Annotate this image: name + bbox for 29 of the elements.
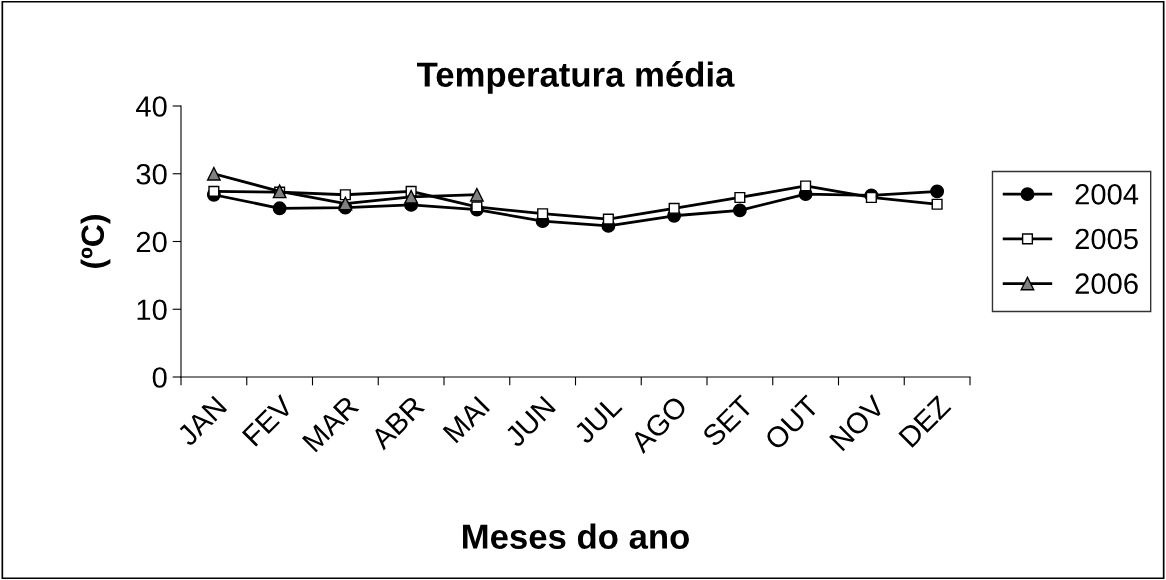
x-tick-label: JUL <box>572 394 623 445</box>
point <box>668 202 680 214</box>
y-tick-label: 40 <box>136 96 167 117</box>
y-tick-label: 0 <box>152 367 167 388</box>
point <box>404 189 419 204</box>
point <box>272 201 287 216</box>
point <box>734 191 746 204</box>
y-tick-label: 30 <box>136 163 167 185</box>
point <box>800 180 812 192</box>
point <box>338 196 353 211</box>
y-tick-label: 10 <box>137 299 167 321</box>
x-axis-title: Meses do ano <box>463 523 689 549</box>
point <box>732 203 747 218</box>
x-tick-label: JAN <box>175 395 228 448</box>
y-axis-title: (ºC) <box>80 215 111 268</box>
legend-label: 2005 <box>1075 228 1138 250</box>
legend-label: 2004 <box>1075 183 1139 205</box>
chart-title: Temperatura média <box>417 61 735 94</box>
point <box>208 185 220 197</box>
x-tick-label: MAI <box>442 395 490 444</box>
point <box>602 213 614 225</box>
point <box>206 166 221 181</box>
point <box>469 187 484 202</box>
legend-label: 2006 <box>1075 273 1138 295</box>
point <box>930 184 945 199</box>
y-tick-label: 20 <box>136 231 167 253</box>
point <box>339 189 351 201</box>
point <box>537 208 549 220</box>
point <box>931 198 943 210</box>
